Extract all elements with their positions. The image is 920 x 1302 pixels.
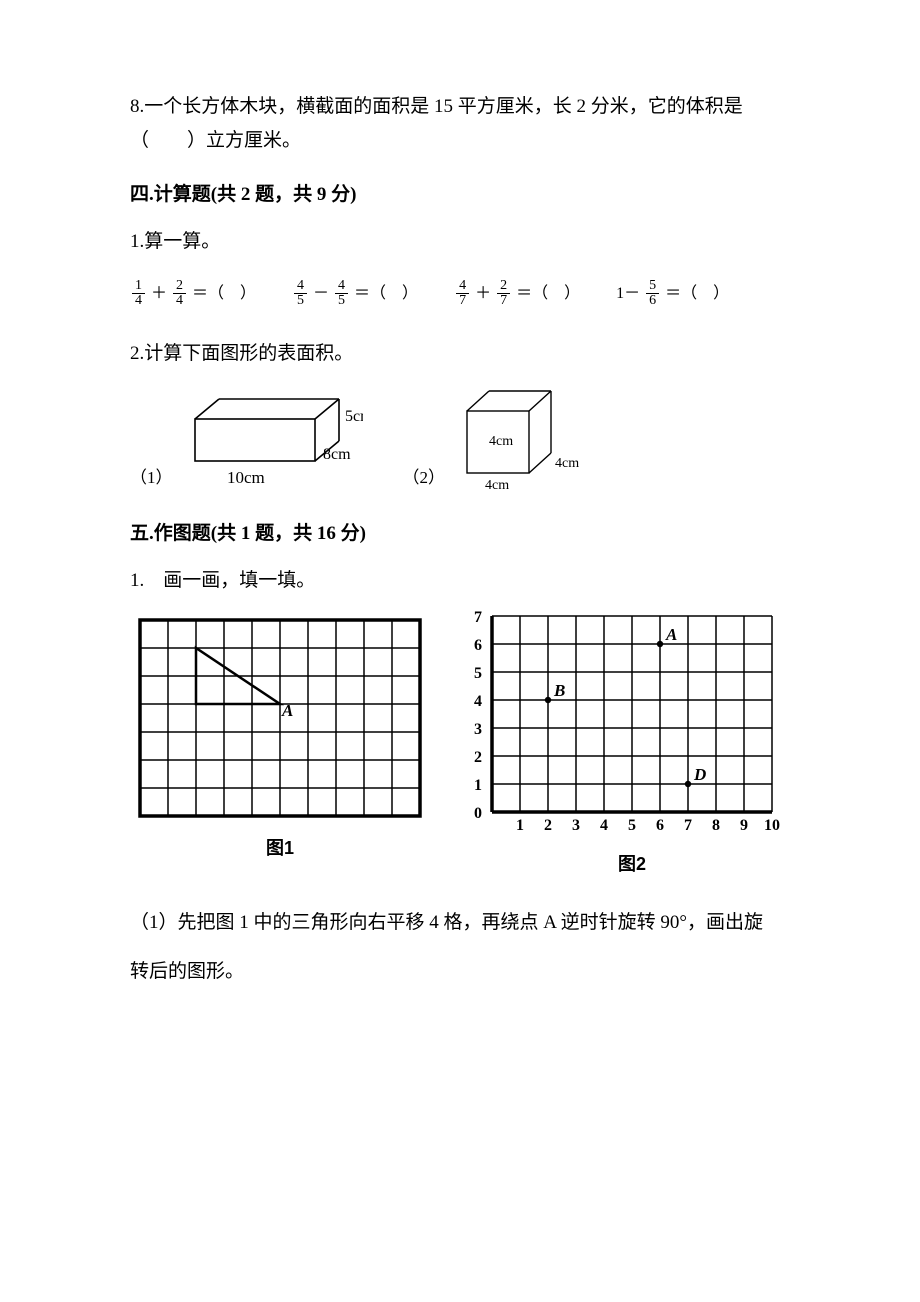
svg-text:4: 4 xyxy=(600,817,608,834)
question-8-text: 8.一个长方体木块，横截面的面积是 15 平方厘米，长 2 分米，它的体积是（ … xyxy=(130,96,743,151)
figure-2-label: （2） xyxy=(403,463,446,494)
svg-text:0: 0 xyxy=(474,805,482,822)
svg-text:4: 4 xyxy=(474,693,482,710)
svg-text:3: 3 xyxy=(474,721,482,738)
dim-s1: 4cm xyxy=(489,434,513,449)
section-4-title: 四.计算题(共 2 题，共 9 分) xyxy=(130,178,790,212)
calc-row: 14 ＋ 24 ＝（ ） 45 － 45 ＝（ ） 47 ＋ 27 ＝（ ） 1… xyxy=(130,279,790,309)
grid-2: 7654321012345678910ABD xyxy=(466,610,798,842)
question-8: 8.一个长方体木块，横截面的面积是 15 平方厘米，长 2 分米，它的体积是（ … xyxy=(130,90,790,158)
dim-s2: 4cm xyxy=(555,456,579,471)
svg-text:1: 1 xyxy=(516,817,524,834)
figure-1-wrap: （1） 5cm 8cm 10cm xyxy=(130,383,363,493)
dim-s3: 4cm xyxy=(485,478,509,493)
figures-row: （1） 5cm 8cm 10cm （2） xyxy=(130,383,790,493)
fraction-icon: 27 xyxy=(497,279,510,309)
svg-text:5: 5 xyxy=(474,665,482,682)
svg-text:7: 7 xyxy=(474,610,482,626)
fraction-icon: 47 xyxy=(456,279,469,309)
grid-1: A xyxy=(130,610,430,826)
grid-row: A 图1 7654321012345678910ABD 图2 xyxy=(130,610,790,880)
svg-text:3: 3 xyxy=(572,817,580,834)
fraction-icon: 45 xyxy=(294,279,307,309)
cube-icon: 4cm 4cm 4cm xyxy=(455,383,595,493)
svg-text:B: B xyxy=(553,681,565,700)
grid-1-caption: 图1 xyxy=(266,832,294,864)
section-5-title: 五.作图题(共 1 题，共 16 分) xyxy=(130,517,790,551)
cuboid-icon: 5cm 8cm 10cm xyxy=(183,383,363,493)
dim-h: 5cm xyxy=(345,408,363,425)
svg-text:6: 6 xyxy=(474,637,482,654)
calc-term-2: 45 － 45 ＝（ ） xyxy=(292,279,418,309)
fraction-icon: 24 xyxy=(173,279,186,309)
section-4-q2-prompt: 2.计算下面图形的表面积。 xyxy=(130,337,790,371)
svg-text:A: A xyxy=(665,625,677,644)
fraction-icon: 56 xyxy=(646,279,659,309)
svg-text:2: 2 xyxy=(544,817,552,834)
grid-1-col: A 图1 xyxy=(130,610,430,864)
svg-text:7: 7 xyxy=(684,817,692,834)
calc-term-3: 47 ＋ 27 ＝（ ） xyxy=(454,279,580,309)
grid-2-caption: 图2 xyxy=(618,848,646,880)
figure-1-label: （1） xyxy=(130,463,173,494)
svg-text:5: 5 xyxy=(628,817,636,834)
svg-text:6: 6 xyxy=(656,817,664,834)
svg-text:D: D xyxy=(693,765,706,784)
svg-text:2: 2 xyxy=(474,749,482,766)
svg-text:8: 8 xyxy=(712,817,720,834)
svg-text:1: 1 xyxy=(474,777,482,794)
section-5-q1-sub1: （1）先把图 1 中的三角形向右平移 4 格，再绕点 A 逆时针旋转 90°，画… xyxy=(130,898,790,997)
svg-text:A: A xyxy=(281,701,293,720)
fraction-icon: 14 xyxy=(132,279,145,309)
dim-w: 10cm xyxy=(227,468,265,487)
grid-2-col: 7654321012345678910ABD 图2 xyxy=(466,610,798,880)
svg-text:10: 10 xyxy=(764,817,780,834)
calc-term-4: 1－ 56 ＝（ ） xyxy=(616,279,729,309)
dim-d: 8cm xyxy=(323,446,351,463)
figure-2-wrap: （2） 4cm 4cm 4cm xyxy=(403,383,596,493)
section-5-q1-prompt: 1. 画一画，填一填。 xyxy=(130,564,790,598)
section-4-q1-prompt: 1.算一算。 xyxy=(130,225,790,259)
fraction-icon: 45 xyxy=(335,279,348,309)
calc-term-1: 14 ＋ 24 ＝（ ） xyxy=(130,279,256,309)
svg-text:9: 9 xyxy=(740,817,748,834)
